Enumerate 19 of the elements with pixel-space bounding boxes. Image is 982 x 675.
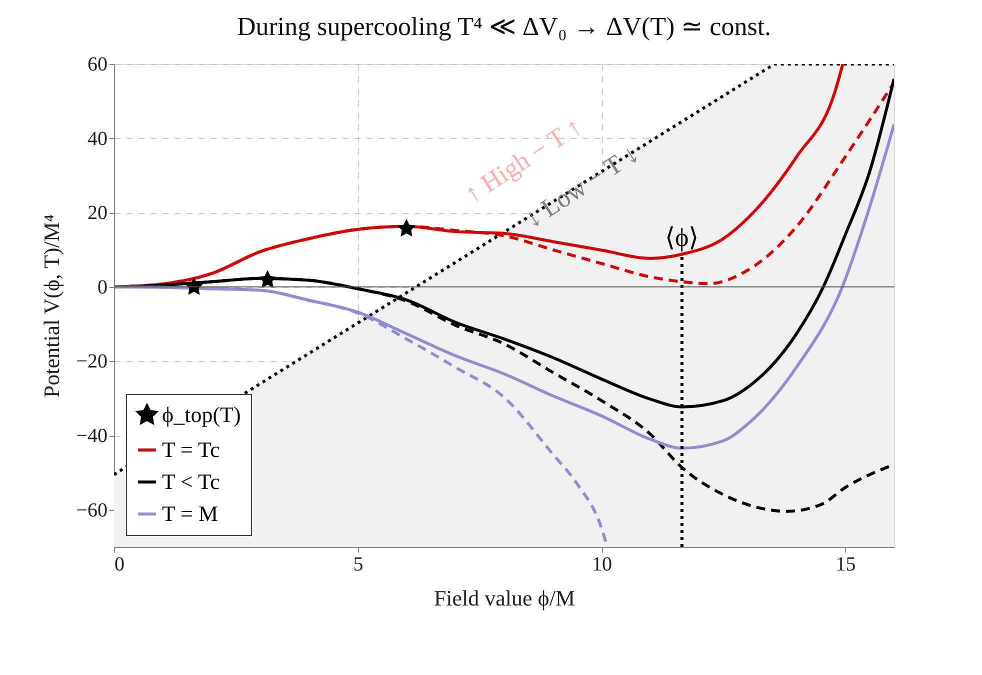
annotation: ⟨ϕ⟩ (664, 222, 699, 252)
x-tick-label: 10 (592, 554, 612, 576)
y-tick-label: −40 (76, 425, 108, 448)
y-tick-label: 20 (88, 202, 108, 224)
x-axis-title: Field value ϕ/M (434, 586, 576, 610)
legend-label: T = Tc (162, 437, 220, 462)
legend-label: T = M (162, 501, 218, 526)
chart-title: During supercooling T⁴ ≪ ΔV₀ → ΔV(T) ≃ const. (236, 12, 772, 41)
legend-label: T < Tc (162, 469, 220, 494)
y-tick-label: −60 (76, 499, 108, 522)
y-tick-label: 40 (88, 128, 108, 150)
y-tick-label: 60 (88, 54, 108, 76)
y-axis-title: Potential V(ϕ, T)/M⁴ (39, 214, 64, 398)
x-tick-label: 15 (836, 554, 856, 576)
legend-label: ϕ_top(T) (162, 402, 241, 427)
y-tick-label: −20 (76, 350, 108, 373)
y-tick-label: 0 (98, 276, 108, 298)
x-tick-label: 0 (114, 554, 124, 576)
x-tick-label: 5 (353, 554, 364, 576)
